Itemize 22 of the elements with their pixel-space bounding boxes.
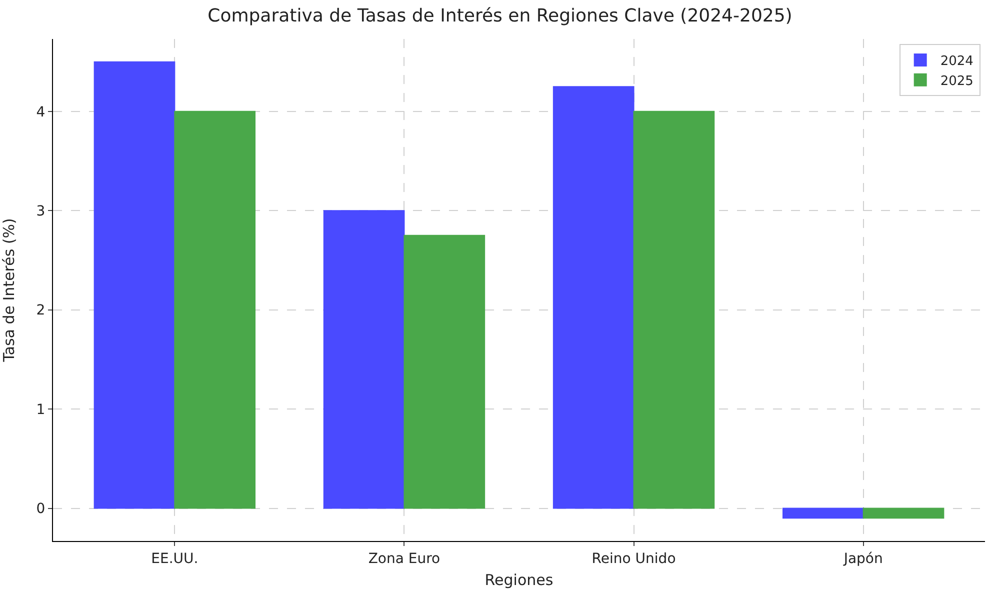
- bar: [404, 234, 486, 509]
- y-tick-label: 4: [36, 104, 46, 120]
- x-tick-label: EE.UU.: [151, 550, 198, 567]
- bar: [862, 508, 944, 519]
- y-tick-label: 0: [36, 501, 46, 518]
- bar: [633, 110, 715, 509]
- x-tick-label: Reino Unido: [592, 550, 676, 567]
- bar: [323, 210, 405, 509]
- y-tick-label: 2: [36, 302, 46, 319]
- x-axis-title: Regiones: [484, 570, 554, 589]
- chart-title: Comparativa de Tasas de Interés en Regiones Clave (2024-2025): [208, 6, 792, 27]
- y-tick-label: 1: [36, 402, 46, 418]
- bar: [174, 110, 256, 509]
- x-tick-label: Japón: [842, 550, 883, 567]
- bar: [552, 86, 634, 509]
- y-tick-label: 3: [36, 204, 46, 220]
- bar: [94, 61, 176, 509]
- x-tick-label: Zona Euro: [368, 550, 440, 567]
- legend-label: 2024: [940, 54, 974, 70]
- y-axis-title: Tasa de Interés (%): [0, 218, 18, 363]
- legend-label: 2025: [940, 74, 974, 89]
- bar: [782, 508, 864, 519]
